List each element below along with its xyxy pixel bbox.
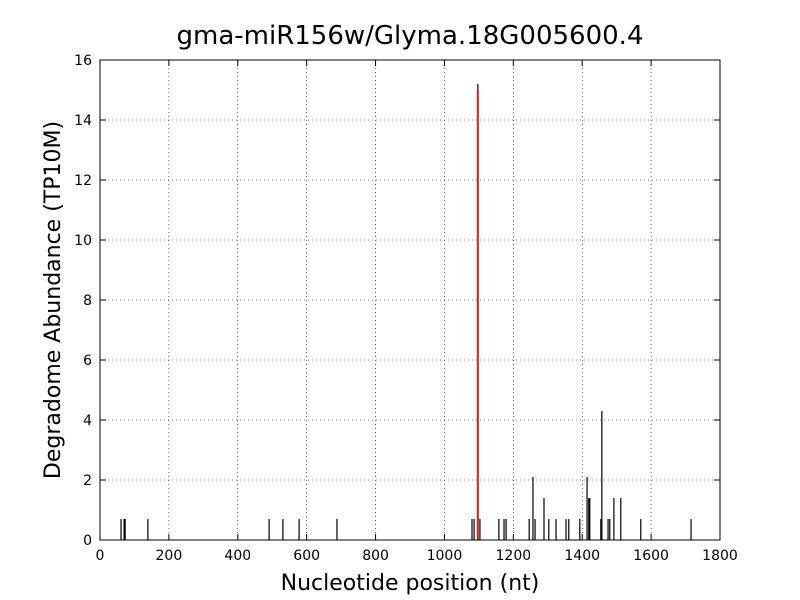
y-tick-label: 6 — [83, 353, 92, 369]
y-tick-label: 8 — [83, 293, 92, 309]
chart-title: gma-miR156w/Glyma.18G005600.4 — [177, 21, 644, 51]
x-axis-label: Nucleotide position (nt) — [281, 571, 540, 596]
plot-frame — [99, 59, 721, 541]
y-tick-label: 14 — [74, 113, 92, 129]
y-tick-label: 4 — [83, 413, 92, 429]
x-tick-label: 1800 — [702, 548, 738, 564]
y-axis-label: Degradome Abundance (TP10M) — [41, 121, 66, 479]
x-tick-label: 1400 — [564, 548, 600, 564]
x-tick-label: 600 — [293, 548, 320, 564]
x-tick-label: 200 — [156, 548, 183, 564]
x-tick-label: 800 — [362, 548, 389, 564]
x-tick-label: 1600 — [633, 548, 669, 564]
x-tick-label: 400 — [224, 548, 251, 564]
x-tick-label: 1000 — [427, 548, 463, 564]
x-tick-label: 1200 — [496, 548, 532, 564]
y-tick-label: 16 — [74, 53, 92, 69]
x-tick-label: 0 — [96, 548, 105, 564]
y-tick-label: 2 — [83, 473, 92, 489]
y-tick-label: 10 — [74, 233, 92, 249]
y-tick-label: 0 — [83, 533, 92, 549]
y-tick-label: 12 — [74, 173, 92, 189]
